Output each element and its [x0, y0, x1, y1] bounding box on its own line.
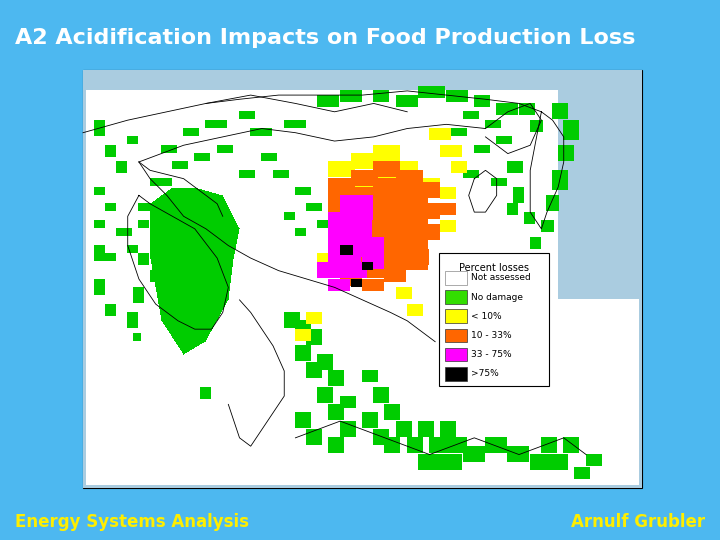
- Text: >75%: >75%: [471, 369, 499, 378]
- FancyBboxPatch shape: [445, 367, 467, 381]
- FancyBboxPatch shape: [445, 309, 467, 323]
- Text: Energy Systems Analysis: Energy Systems Analysis: [15, 513, 249, 531]
- Text: < 10%: < 10%: [471, 312, 502, 321]
- Text: Arnulf Grubler: Arnulf Grubler: [571, 513, 705, 531]
- FancyBboxPatch shape: [445, 348, 467, 361]
- Text: A2 Acidification Impacts on Food Production Loss: A2 Acidification Impacts on Food Product…: [15, 28, 635, 48]
- FancyBboxPatch shape: [445, 328, 467, 342]
- Text: Not assessed: Not assessed: [471, 273, 531, 282]
- FancyBboxPatch shape: [445, 271, 467, 285]
- FancyBboxPatch shape: [439, 253, 549, 386]
- Text: Percent losses: Percent losses: [459, 263, 529, 273]
- Text: 10 - 33%: 10 - 33%: [471, 331, 512, 340]
- FancyBboxPatch shape: [445, 290, 467, 304]
- Text: No damage: No damage: [471, 293, 523, 301]
- Text: 33 - 75%: 33 - 75%: [471, 350, 512, 359]
- FancyBboxPatch shape: [83, 70, 642, 488]
